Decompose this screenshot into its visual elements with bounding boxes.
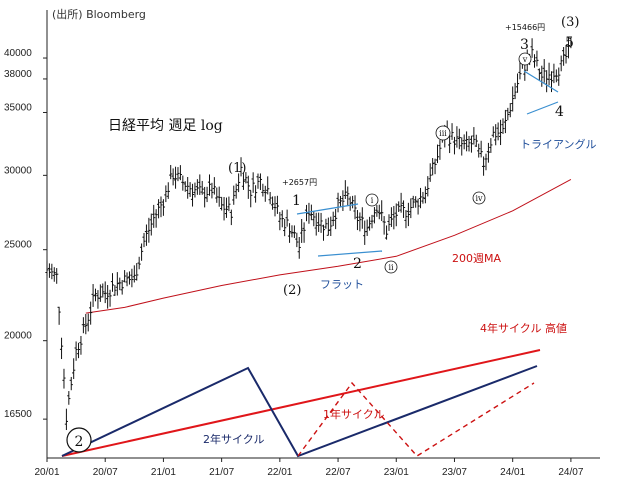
four-year-cycle-line: [61, 349, 541, 457]
four-year-high-label: 4年サイクル 高値: [480, 321, 567, 335]
price-note-2: +15466円: [505, 23, 545, 32]
trend-lines: [296, 70, 559, 257]
x-tick-label: 20/01: [34, 467, 59, 478]
ma-200-line: [85, 178, 572, 314]
triangle-upper-line: [523, 70, 559, 93]
flat-label: フラット: [320, 278, 364, 291]
circled-roman-iv: iv: [472, 191, 486, 205]
x-tick-label: 23/01: [384, 467, 409, 478]
two-year-label: 2年サイクル: [203, 432, 264, 446]
y-tick-label: 30000: [4, 165, 32, 176]
x-tick-label: 21/07: [209, 467, 234, 478]
x-tick-label: 22/07: [326, 467, 351, 478]
axes: [46, 10, 600, 459]
x-tick-label: 23/07: [442, 467, 467, 478]
y-tick-label: 38000: [4, 69, 32, 80]
circled-roman-iii: iii: [435, 125, 451, 141]
circled-roman-v: v: [518, 52, 532, 66]
x-tick-labels: 20/01 20/07 21/01 21/07 22/01 22/07 23/01 23/07…: [34, 458, 584, 478]
wave-label-1: 1: [292, 193, 301, 209]
cycle-lines: [61, 349, 541, 458]
source-label: (出所) Bloomberg: [52, 7, 146, 21]
one-year-cycle-line: [297, 381, 535, 457]
price-note-1: +2657円: [282, 178, 317, 187]
flat-lower-line: [317, 250, 383, 257]
svg-text:iv: iv: [475, 194, 483, 203]
circled-two: 2: [66, 427, 92, 453]
circled-roman-i: i: [365, 193, 379, 207]
circled-roman-ii: ii: [384, 260, 398, 274]
wave-label-2: 2: [353, 256, 362, 272]
wave-label-p2: (2): [283, 283, 301, 298]
wave-label-p3: (3): [561, 15, 579, 30]
y-tick-label: 25000: [4, 240, 32, 251]
x-tick-label: 24/01: [500, 467, 525, 478]
wave-label-4: 4: [555, 104, 564, 120]
x-tick-label: 21/01: [151, 467, 176, 478]
svg-text:iii: iii: [439, 129, 447, 138]
triangle-lower-line: [526, 101, 559, 115]
y-tick-label: 35000: [4, 102, 32, 113]
two-year-cycle-line: [61, 365, 538, 458]
x-tick-label: 22/01: [267, 467, 292, 478]
svg-text:ii: ii: [388, 263, 394, 272]
y-tick-label: 20000: [4, 331, 32, 342]
chart-title: 日経平均 週足 log: [108, 118, 223, 134]
x-tick-label: 20/07: [93, 467, 118, 478]
svg-text:i: i: [371, 196, 374, 205]
wave-label-p1: (1): [228, 161, 246, 176]
svg-text:2: 2: [75, 434, 84, 450]
x-tick-label: 24/07: [558, 467, 583, 478]
y-tick-labels: 40000 38000 35000 30000 25000 20000 16500: [4, 48, 47, 420]
y-tick-label: 40000: [4, 48, 32, 59]
flat-upper-line: [296, 203, 359, 215]
one-year-label: 1年サイクル: [323, 407, 384, 421]
wave-label-5: 5: [565, 35, 574, 51]
triangle-label: トライアングル: [520, 137, 597, 151]
annotations: 日経平均 週足 log +2657円 +15466円 (1) 1 (2) 2 3…: [66, 15, 597, 453]
ma-label: 200週MA: [452, 252, 501, 265]
wave-label-3: 3: [520, 37, 529, 53]
price-bars: [45, 37, 573, 431]
y-tick-label: 16500: [4, 409, 32, 420]
svg-text:v: v: [522, 55, 528, 64]
